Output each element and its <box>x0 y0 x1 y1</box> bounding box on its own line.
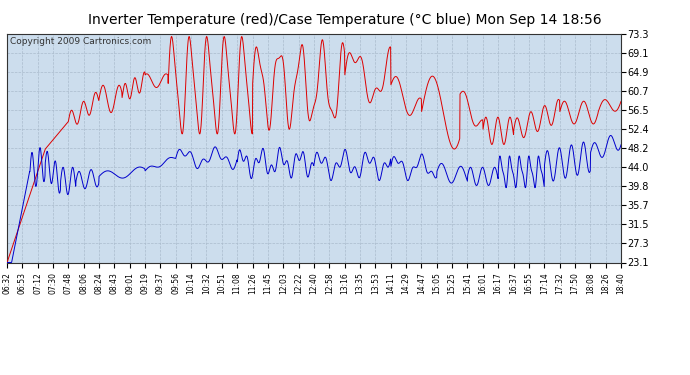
Text: Copyright 2009 Cartronics.com: Copyright 2009 Cartronics.com <box>10 37 151 46</box>
Text: Inverter Temperature (red)/Case Temperature (°C blue) Mon Sep 14 18:56: Inverter Temperature (red)/Case Temperat… <box>88 13 602 27</box>
